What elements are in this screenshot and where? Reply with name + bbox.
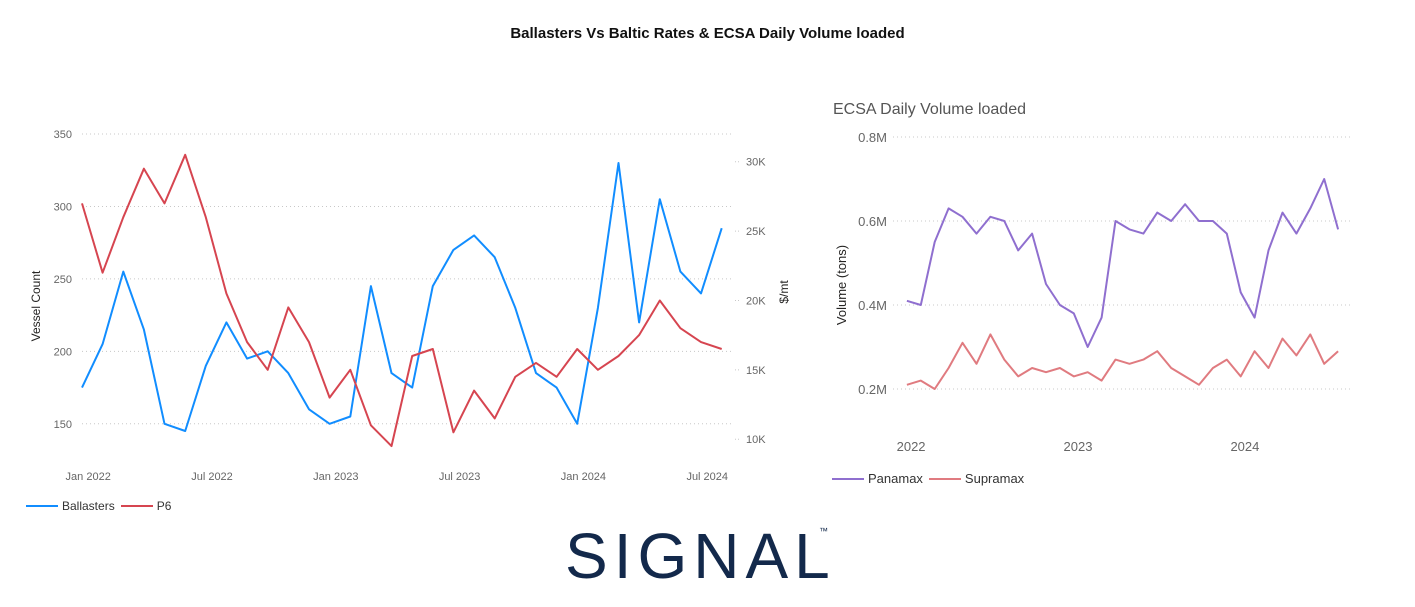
legend-swatch-supramax bbox=[928, 477, 961, 480]
y-tick-label: 300 bbox=[54, 201, 72, 213]
x-tick-label: Jul 2022 bbox=[191, 471, 233, 483]
logo-wordmark: SIGNAL bbox=[565, 520, 836, 588]
y-axis-title: Vessel Count bbox=[29, 270, 43, 341]
y-tick-label: 0.2M bbox=[858, 382, 887, 397]
x-tick-label: Jul 2024 bbox=[686, 471, 728, 483]
report-title: Ballasters Vs Baltic Rates & ECSA Daily … bbox=[510, 25, 905, 42]
volume-axis-title: Volume (tons) bbox=[834, 245, 849, 325]
x-tick-label: Jul 2023 bbox=[439, 471, 481, 483]
y2-tick-label: 10K bbox=[746, 434, 766, 446]
series-line-p6 bbox=[81, 153, 723, 448]
y2-tick-label: 30K bbox=[746, 157, 766, 169]
logo-trademark: ™ bbox=[819, 526, 828, 536]
y-tick-label: 350 bbox=[54, 129, 72, 141]
x-tick-label: 2022 bbox=[897, 439, 926, 454]
y-tick-label: 0.8M bbox=[858, 130, 887, 145]
ballasters-vs-p6-chart: 150 200 250 300 350 10K 15K 20K 25K 30K Jan 2022… bbox=[29, 129, 790, 483]
ecsa-chart-title: ECSA Daily Volume loaded bbox=[833, 101, 1026, 118]
legend-swatch-ballasters bbox=[26, 505, 58, 507]
series-line-supramax bbox=[906, 333, 1339, 390]
y-tick-label: 250 bbox=[54, 274, 72, 286]
x-tick-label: Jan 2024 bbox=[561, 471, 606, 483]
chart1-legend: Ballasters P6 bbox=[26, 499, 177, 513]
x-tick-label: 2023 bbox=[1064, 439, 1093, 454]
legend-swatch-panamax bbox=[832, 477, 864, 480]
legend-item-panamax[interactable]: Panamax bbox=[832, 471, 923, 486]
y2-tick-label: 15K bbox=[746, 365, 766, 377]
y2-tick-label: 25K bbox=[746, 226, 766, 238]
legend-item-ballasters[interactable]: Ballasters bbox=[26, 499, 115, 513]
series-line-panamax bbox=[906, 178, 1340, 348]
y2-axis-title: $/mt bbox=[777, 280, 790, 304]
legend-swatch-p6 bbox=[120, 505, 153, 507]
y2-tick-label: 20K bbox=[746, 295, 766, 307]
y-tick-label: 0.4M bbox=[858, 298, 887, 313]
legend-item-supramax[interactable]: Supramax bbox=[928, 471, 1025, 486]
legend-label-supramax: Supramax bbox=[964, 471, 1025, 486]
legend-item-p6[interactable]: P6 bbox=[120, 499, 172, 513]
x-tick-label: Jan 2023 bbox=[313, 471, 358, 483]
signal-logo-mark: SIGNAL ™ bbox=[565, 520, 836, 592]
legend-label-ballasters: Ballasters bbox=[62, 499, 115, 513]
x-tick-label: Jan 2022 bbox=[66, 471, 111, 483]
series-line-ballasters bbox=[81, 162, 723, 432]
signal-logo: SIGNAL ™ bbox=[0, 518, 1415, 593]
legend-label-panamax: Panamax bbox=[868, 471, 923, 486]
x-tick-label: 2024 bbox=[1230, 439, 1259, 454]
y-tick-label: 200 bbox=[54, 346, 72, 358]
chart2-legend: Panamax Supramax bbox=[832, 471, 1030, 486]
legend-label-p6: P6 bbox=[156, 499, 172, 513]
y-tick-label: 0.6M bbox=[858, 214, 887, 229]
y-tick-label: 150 bbox=[54, 419, 72, 431]
